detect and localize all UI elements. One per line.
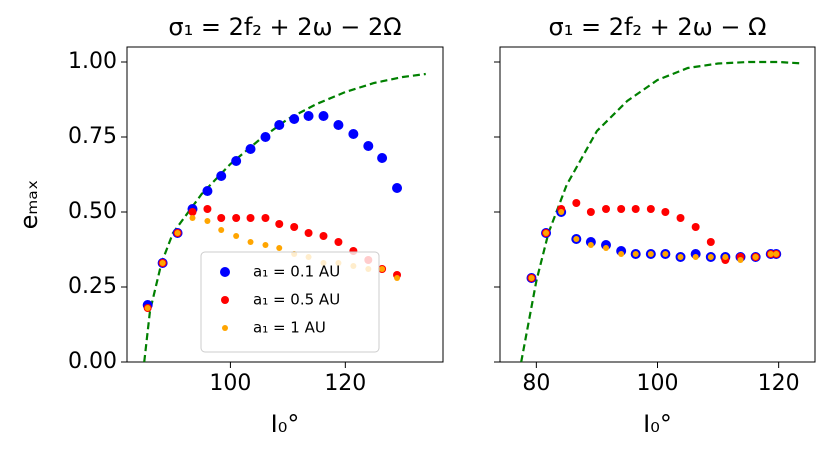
chart-title: σ₁ = 2f₂ + 2ω − 2Ω: [168, 13, 401, 41]
point: [572, 199, 581, 207]
legend-marker: [220, 267, 230, 277]
point: [558, 209, 565, 215]
point: [394, 275, 401, 281]
point: [245, 144, 256, 154]
curve: [520, 60, 803, 363]
x-tick-label: 120: [758, 371, 800, 396]
point: [144, 305, 151, 311]
point: [677, 254, 684, 260]
legend-marker: [221, 296, 229, 304]
x-tick-label: 100: [209, 371, 251, 396]
x-tick-label: 100: [637, 371, 679, 396]
point: [676, 214, 685, 222]
point: [348, 129, 359, 139]
point: [631, 205, 640, 213]
point: [692, 254, 699, 260]
point: [767, 251, 774, 257]
point: [543, 230, 550, 236]
point: [189, 215, 196, 221]
point: [363, 141, 374, 151]
y-tick-label: 0.00: [68, 349, 117, 374]
point: [587, 242, 594, 248]
point: [216, 171, 227, 181]
chart-title: σ₁ = 2f₂ + 2ω − Ω: [549, 13, 767, 41]
point: [528, 275, 535, 281]
x-tick-label: 80: [522, 371, 550, 396]
point: [617, 205, 626, 213]
point: [662, 251, 669, 257]
point: [706, 238, 715, 246]
legend-box: [200, 251, 380, 353]
point: [276, 245, 283, 251]
point: [333, 120, 344, 130]
point: [231, 156, 242, 166]
point: [737, 257, 744, 263]
plot-frame: [126, 46, 444, 363]
point: [174, 230, 181, 236]
point: [232, 214, 241, 222]
point: [691, 223, 700, 231]
x-axis-label: I₀°: [271, 410, 300, 438]
point: [247, 239, 254, 245]
point: [202, 186, 213, 196]
y-tick-label: 1.00: [68, 49, 117, 74]
point: [586, 208, 595, 216]
legend-label: a₁ = 1 AU: [253, 319, 326, 337]
y-tick-label: 0.50: [68, 199, 117, 224]
point: [262, 242, 269, 248]
legend-marker: [222, 325, 228, 331]
y-axis-label: eₘₐₓ: [15, 180, 43, 230]
point: [261, 214, 270, 222]
point: [392, 183, 403, 193]
point: [303, 111, 314, 121]
point: [275, 220, 284, 228]
point: [603, 245, 610, 251]
point: [618, 251, 625, 257]
point: [773, 251, 780, 257]
y-tick-label: 0.75: [68, 124, 117, 149]
x-tick-label: 120: [324, 371, 366, 396]
y-tick-label: 0.25: [68, 274, 117, 299]
point: [289, 114, 300, 124]
point: [661, 208, 670, 216]
point: [646, 205, 655, 213]
legend-label: a₁ = 0.5 AU: [253, 291, 340, 309]
point: [722, 254, 729, 260]
point: [334, 238, 343, 246]
x-axis-label: I₀°: [643, 410, 672, 438]
point: [260, 132, 271, 142]
point: [602, 205, 611, 213]
point: [632, 251, 639, 257]
point: [204, 218, 211, 224]
point: [233, 233, 240, 239]
point: [274, 120, 285, 130]
point: [203, 205, 212, 213]
point: [304, 229, 313, 237]
point: [188, 208, 197, 216]
point: [377, 153, 388, 163]
point: [217, 214, 226, 222]
point: [707, 254, 714, 260]
point: [752, 254, 759, 260]
legend-label: a₁ = 0.1 AU: [253, 263, 340, 281]
point: [290, 223, 299, 231]
point: [319, 232, 328, 240]
point: [647, 251, 654, 257]
point: [573, 236, 580, 242]
plot-frame: [499, 46, 816, 363]
point: [379, 266, 386, 272]
point: [318, 111, 329, 121]
point: [218, 227, 225, 233]
point: [246, 214, 255, 222]
point: [159, 260, 166, 266]
